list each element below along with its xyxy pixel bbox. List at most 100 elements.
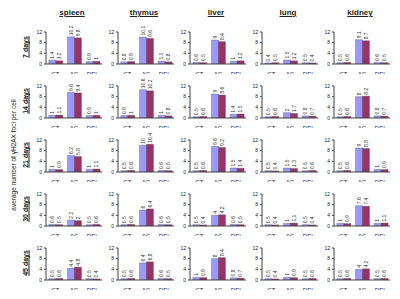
svg-text:0.6: 0.6 — [49, 216, 55, 223]
svg-text:9.4: 9.4 — [75, 84, 81, 91]
svg-text:4: 4 — [255, 104, 258, 110]
svg-text:AC: AC — [358, 179, 367, 182]
svg-text:0.5: 0.5 — [86, 270, 92, 277]
svg-text:4: 4 — [183, 50, 186, 56]
svg-text:0.5: 0.5 — [337, 270, 343, 277]
svg-text:DEL: DEL — [159, 179, 171, 182]
svg-text:AC: AC — [214, 179, 223, 182]
svg-text:4.4: 4.4 — [68, 260, 74, 267]
svg-text:8: 8 — [212, 254, 218, 257]
svg-text:DEL: DEL — [375, 233, 387, 236]
svg-text:1.4: 1.4 — [237, 160, 243, 167]
svg-text:8: 8 — [327, 201, 330, 207]
svg-text:0: 0 — [183, 277, 186, 283]
svg-text:8: 8 — [255, 93, 258, 99]
svg-text:8: 8 — [39, 201, 42, 207]
svg-text:0.5: 0.5 — [302, 216, 308, 223]
svg-text:12: 12 — [108, 83, 114, 89]
svg-text:4: 4 — [183, 158, 186, 164]
svg-text:0: 0 — [255, 115, 258, 121]
svg-text:1: 1 — [284, 219, 290, 222]
svg-text:DEL: DEL — [303, 287, 315, 290]
svg-text:4: 4 — [111, 50, 114, 56]
svg-text:8: 8 — [255, 147, 258, 153]
svg-text:4.2: 4.2 — [219, 206, 225, 213]
svg-text:6.8: 6.8 — [147, 253, 153, 260]
svg-text:9: 9 — [212, 90, 218, 93]
svg-text:0.6: 0.6 — [344, 108, 350, 115]
svg-text:CT: CT — [195, 233, 203, 236]
svg-text:1.1: 1.1 — [158, 52, 164, 59]
svg-text:1: 1 — [193, 273, 199, 276]
svg-text:9.6: 9.6 — [147, 30, 153, 37]
svg-text:AC: AC — [142, 233, 151, 236]
svg-text:AC: AC — [358, 287, 367, 290]
svg-text:9.6: 9.6 — [212, 138, 218, 145]
svg-text:0: 0 — [255, 61, 258, 67]
svg-text:12: 12 — [252, 245, 258, 251]
svg-text:8: 8 — [39, 39, 42, 45]
svg-text:0.8: 0.8 — [302, 107, 308, 114]
svg-text:AC: AC — [142, 179, 151, 182]
svg-text:0.9: 0.9 — [128, 53, 134, 60]
svg-text:8: 8 — [183, 201, 186, 207]
svg-text:4: 4 — [183, 104, 186, 110]
svg-text:12: 12 — [252, 137, 258, 143]
svg-text:0.5: 0.5 — [381, 54, 387, 61]
svg-text:CT: CT — [195, 125, 203, 128]
svg-text:0.6: 0.6 — [158, 270, 164, 277]
svg-text:0.9: 0.9 — [56, 161, 62, 168]
svg-text:0.6: 0.6 — [381, 270, 387, 277]
svg-text:AC: AC — [70, 179, 79, 182]
svg-text:DEL: DEL — [231, 287, 243, 290]
svg-text:0.5: 0.5 — [272, 54, 278, 61]
svg-text:0.8: 0.8 — [121, 53, 127, 60]
svg-text:AC: AC — [142, 125, 151, 128]
svg-text:CT: CT — [339, 233, 347, 236]
svg-text:4: 4 — [327, 104, 330, 110]
svg-text:AC: AC — [70, 125, 79, 128]
svg-text:0.5: 0.5 — [265, 108, 271, 115]
svg-text:CT: CT — [51, 125, 59, 128]
svg-text:0.9: 0.9 — [291, 269, 297, 276]
svg-text:8: 8 — [327, 147, 330, 153]
svg-text:6.2: 6.2 — [68, 147, 74, 154]
svg-text:CT: CT — [51, 287, 59, 290]
svg-text:0.4: 0.4 — [93, 270, 99, 277]
svg-text:8: 8 — [183, 147, 186, 153]
svg-text:10.1: 10.1 — [140, 26, 146, 36]
svg-text:0: 0 — [39, 115, 42, 121]
svg-text:0.8: 0.8 — [230, 269, 236, 276]
svg-text:1: 1 — [337, 219, 343, 222]
svg-text:4: 4 — [255, 212, 258, 218]
svg-text:0.5: 0.5 — [337, 54, 343, 61]
svg-text:AC: AC — [358, 125, 367, 128]
svg-text:4: 4 — [255, 266, 258, 272]
svg-text:0.6: 0.6 — [344, 54, 350, 61]
svg-text:12: 12 — [324, 137, 330, 143]
svg-text:12: 12 — [180, 191, 186, 197]
svg-text:CT: CT — [123, 71, 131, 74]
svg-text:1: 1 — [230, 57, 236, 60]
svg-text:CT: CT — [339, 125, 347, 128]
svg-text:0.7: 0.7 — [381, 107, 387, 114]
svg-text:1: 1 — [374, 219, 380, 222]
svg-text:8: 8 — [356, 92, 362, 95]
svg-text:12: 12 — [180, 29, 186, 35]
svg-text:12: 12 — [180, 83, 186, 89]
svg-text:1: 1 — [93, 57, 99, 60]
svg-text:0.5: 0.5 — [165, 270, 171, 277]
svg-text:1.1: 1.1 — [381, 214, 387, 221]
svg-text:0.5: 0.5 — [86, 216, 92, 223]
svg-text:CT: CT — [339, 71, 347, 74]
svg-text:8: 8 — [111, 201, 114, 207]
svg-text:CT: CT — [123, 125, 131, 128]
svg-text:CT: CT — [123, 287, 131, 290]
svg-text:4: 4 — [111, 266, 114, 272]
svg-text:0.5: 0.5 — [337, 162, 343, 169]
svg-text:1.1: 1.1 — [93, 160, 99, 167]
svg-text:9.8: 9.8 — [75, 29, 81, 36]
svg-text:DEL: DEL — [303, 125, 315, 128]
svg-text:0: 0 — [111, 277, 114, 283]
svg-text:0.9: 0.9 — [381, 161, 387, 168]
